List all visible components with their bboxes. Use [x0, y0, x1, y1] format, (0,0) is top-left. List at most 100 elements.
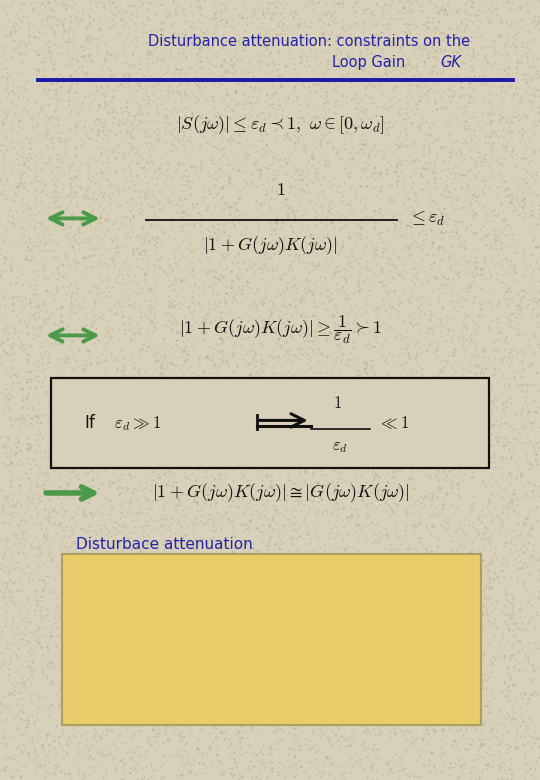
- Point: [509, 229, 518, 241]
- Point: [151, 745, 159, 757]
- Point: [100, 363, 109, 376]
- Point: [52, 175, 61, 187]
- Point: [487, 80, 496, 93]
- Point: [153, 546, 161, 558]
- Point: [218, 683, 226, 696]
- Point: [401, 742, 410, 754]
- Point: [331, 5, 340, 18]
- Point: [113, 354, 122, 367]
- Point: [494, 772, 502, 780]
- Point: [372, 469, 381, 481]
- Point: [508, 192, 517, 204]
- Point: [374, 205, 383, 218]
- Point: [175, 498, 184, 511]
- Point: [141, 268, 150, 281]
- Point: [430, 566, 439, 578]
- Point: [325, 126, 333, 139]
- Text: $\ll 1$: $\ll 1$: [378, 413, 409, 432]
- Point: [311, 262, 320, 275]
- Point: [330, 229, 339, 241]
- Point: [476, 568, 484, 580]
- Point: [460, 89, 468, 101]
- Point: [478, 555, 487, 567]
- Point: [361, 161, 369, 173]
- Point: [188, 697, 197, 710]
- Point: [227, 93, 235, 105]
- Point: [472, 773, 481, 780]
- Point: [64, 601, 73, 613]
- Point: [76, 542, 85, 555]
- Point: [417, 5, 426, 17]
- Point: [292, 628, 300, 640]
- Point: [406, 248, 414, 261]
- Point: [493, 725, 502, 737]
- Point: [332, 521, 340, 534]
- Point: [138, 484, 146, 496]
- Point: [32, 427, 41, 440]
- Point: [401, 410, 410, 422]
- Point: [325, 628, 334, 640]
- Point: [70, 630, 79, 643]
- Point: [120, 257, 129, 270]
- Point: [139, 387, 147, 399]
- Point: [489, 215, 498, 228]
- Point: [219, 414, 228, 427]
- Point: [391, 704, 400, 716]
- Point: [3, 543, 11, 555]
- Point: [85, 685, 94, 697]
- Point: [267, 262, 276, 275]
- Point: [257, 564, 266, 576]
- Point: [210, 342, 219, 354]
- Point: [25, 567, 34, 580]
- Point: [438, 520, 447, 533]
- Point: [306, 20, 314, 33]
- Point: [1, 189, 10, 201]
- Point: [500, 650, 508, 662]
- Point: [202, 760, 211, 773]
- Point: [442, 310, 450, 322]
- Point: [272, 283, 281, 296]
- Point: [532, 458, 540, 470]
- Point: [180, 534, 189, 547]
- Point: [347, 256, 356, 268]
- Point: [88, 320, 97, 332]
- Point: [491, 363, 500, 376]
- Point: [291, 659, 299, 672]
- Point: [238, 41, 246, 53]
- Point: [13, 377, 22, 389]
- Point: [2, 7, 11, 20]
- Point: [394, 612, 402, 625]
- Point: [222, 16, 231, 29]
- Point: [186, 446, 195, 459]
- Point: [148, 157, 157, 169]
- Point: [234, 98, 242, 110]
- Point: [73, 587, 82, 600]
- Point: [464, 551, 472, 564]
- Point: [472, 195, 481, 207]
- Point: [222, 66, 231, 78]
- Point: [105, 480, 113, 492]
- Point: [3, 496, 12, 509]
- Point: [75, 672, 84, 685]
- Point: [333, 448, 341, 461]
- Point: [272, 724, 281, 736]
- Point: [305, 608, 314, 621]
- Point: [43, 660, 51, 672]
- Point: [369, 143, 377, 155]
- Point: [227, 424, 235, 436]
- Point: [457, 56, 466, 69]
- Point: [130, 302, 138, 314]
- Point: [258, 339, 267, 351]
- Point: [151, 764, 159, 776]
- Point: [379, 236, 387, 248]
- Point: [386, 435, 395, 448]
- Point: [299, 654, 307, 667]
- Point: [325, 326, 333, 339]
- Point: [63, 352, 71, 364]
- Point: [462, 222, 470, 235]
- Point: [323, 445, 332, 458]
- Point: [239, 534, 248, 547]
- Point: [501, 140, 510, 152]
- Point: [323, 59, 332, 72]
- Point: [167, 324, 176, 337]
